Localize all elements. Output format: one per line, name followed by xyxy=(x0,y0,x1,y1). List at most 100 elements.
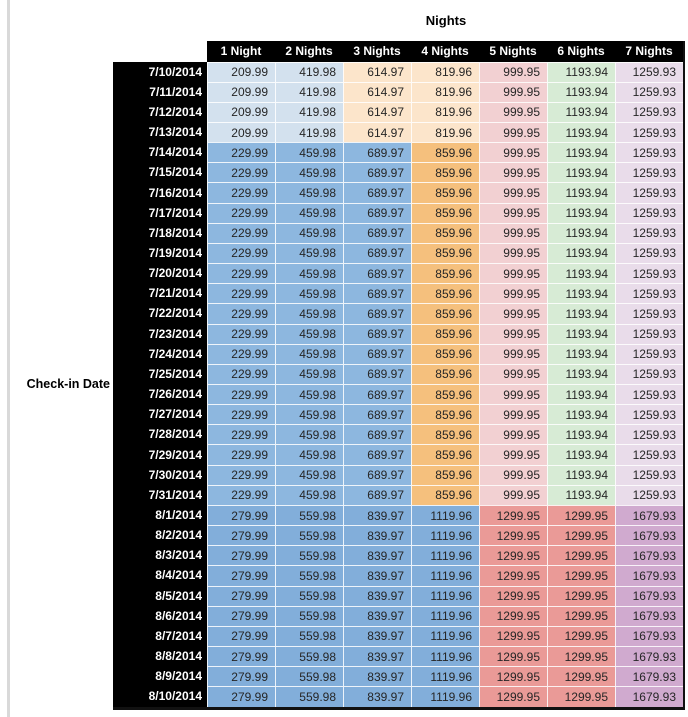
price-cell[interactable]: 279.99 xyxy=(207,686,275,707)
price-cell[interactable]: 1299.95 xyxy=(547,686,615,707)
price-cell[interactable]: 1193.94 xyxy=(547,162,615,183)
price-cell[interactable]: 1259.93 xyxy=(615,61,683,82)
price-cell[interactable]: 1193.94 xyxy=(547,121,615,143)
price-cell[interactable]: 689.97 xyxy=(343,222,411,243)
price-cell[interactable]: 1119.96 xyxy=(411,666,479,687)
price-cell[interactable]: 689.97 xyxy=(343,384,411,405)
price-cell[interactable]: 1299.95 xyxy=(479,545,547,566)
price-cell[interactable]: 459.98 xyxy=(275,464,343,485)
price-cell[interactable]: 559.98 xyxy=(275,585,343,606)
price-cell[interactable]: 279.99 xyxy=(207,525,275,546)
price-cell[interactable]: 1299.95 xyxy=(547,585,615,606)
price-cell[interactable]: 1299.95 xyxy=(479,565,547,586)
price-cell[interactable]: 229.99 xyxy=(207,303,275,324)
price-cell[interactable]: 689.97 xyxy=(343,162,411,183)
price-cell[interactable]: 999.95 xyxy=(479,263,547,284)
checkin-date-cell[interactable]: 7/16/2014 xyxy=(113,182,207,203)
price-cell[interactable]: 859.96 xyxy=(411,464,479,485)
price-cell[interactable]: 279.99 xyxy=(207,605,275,626)
price-cell[interactable]: 859.96 xyxy=(411,222,479,243)
price-cell[interactable]: 279.99 xyxy=(207,565,275,586)
checkin-date-cell[interactable]: 8/9/2014 xyxy=(113,666,207,687)
price-cell[interactable]: 229.99 xyxy=(207,424,275,445)
price-cell[interactable]: 419.98 xyxy=(275,61,343,82)
price-cell[interactable]: 1193.94 xyxy=(547,101,615,122)
price-cell[interactable]: 1679.93 xyxy=(615,686,683,707)
price-cell[interactable]: 999.95 xyxy=(479,343,547,364)
price-cell[interactable]: 999.95 xyxy=(479,444,547,465)
price-cell[interactable]: 1193.94 xyxy=(547,303,615,324)
price-cell[interactable]: 229.99 xyxy=(207,384,275,405)
checkin-date-cell[interactable]: 7/12/2014 xyxy=(113,101,207,122)
price-cell[interactable]: 1679.93 xyxy=(615,646,683,667)
price-cell[interactable]: 999.95 xyxy=(479,101,547,122)
price-cell[interactable]: 459.98 xyxy=(275,162,343,183)
price-cell[interactable]: 1119.96 xyxy=(411,545,479,566)
price-cell[interactable]: 459.98 xyxy=(275,283,343,304)
price-cell[interactable]: 1193.94 xyxy=(547,242,615,264)
price-cell[interactable]: 1299.95 xyxy=(479,605,547,626)
price-cell[interactable]: 999.95 xyxy=(479,182,547,203)
price-cell[interactable]: 859.96 xyxy=(411,162,479,183)
price-cell[interactable]: 839.97 xyxy=(343,504,411,526)
column-header-2-nights[interactable]: 2 Nights xyxy=(275,41,343,62)
price-cell[interactable]: 859.96 xyxy=(411,384,479,405)
price-cell[interactable]: 1193.94 xyxy=(547,323,615,344)
price-cell[interactable]: 819.96 xyxy=(411,81,479,102)
price-cell[interactable]: 859.96 xyxy=(411,142,479,163)
price-cell[interactable]: 1299.95 xyxy=(479,525,547,546)
checkin-date-cell[interactable]: 7/27/2014 xyxy=(113,404,207,425)
price-cell[interactable]: 839.97 xyxy=(343,646,411,667)
price-cell[interactable]: 689.97 xyxy=(343,263,411,284)
price-cell[interactable]: 689.97 xyxy=(343,464,411,485)
price-cell[interactable]: 1193.94 xyxy=(547,484,615,505)
checkin-date-cell[interactable]: 7/30/2014 xyxy=(113,464,207,485)
price-cell[interactable]: 689.97 xyxy=(343,142,411,163)
price-cell[interactable]: 1259.93 xyxy=(615,263,683,284)
checkin-date-cell[interactable]: 7/17/2014 xyxy=(113,202,207,223)
price-cell[interactable]: 1193.94 xyxy=(547,263,615,284)
price-cell[interactable]: 229.99 xyxy=(207,242,275,264)
price-cell[interactable]: 689.97 xyxy=(343,404,411,425)
checkin-date-cell[interactable]: 8/5/2014 xyxy=(113,585,207,606)
price-cell[interactable]: 689.97 xyxy=(343,182,411,203)
price-cell[interactable]: 1299.95 xyxy=(547,504,615,526)
price-cell[interactable]: 1259.93 xyxy=(615,101,683,122)
price-cell[interactable]: 459.98 xyxy=(275,182,343,203)
checkin-date-cell[interactable]: 8/4/2014 xyxy=(113,565,207,586)
price-cell[interactable]: 999.95 xyxy=(479,424,547,445)
price-cell[interactable]: 689.97 xyxy=(343,283,411,304)
price-cell[interactable]: 459.98 xyxy=(275,202,343,223)
price-cell[interactable]: 1259.93 xyxy=(615,162,683,183)
price-cell[interactable]: 1299.95 xyxy=(479,666,547,687)
column-header-7-nights[interactable]: 7 Nights xyxy=(615,41,683,62)
checkin-date-cell[interactable]: 8/2/2014 xyxy=(113,525,207,546)
price-cell[interactable]: 419.98 xyxy=(275,101,343,122)
price-cell[interactable]: 1259.93 xyxy=(615,202,683,223)
price-cell[interactable]: 1193.94 xyxy=(547,404,615,425)
price-cell[interactable]: 1259.93 xyxy=(615,182,683,203)
price-cell[interactable]: 859.96 xyxy=(411,303,479,324)
price-cell[interactable]: 859.96 xyxy=(411,404,479,425)
price-cell[interactable]: 1193.94 xyxy=(547,283,615,304)
price-cell[interactable]: 839.97 xyxy=(343,666,411,687)
price-cell[interactable]: 559.98 xyxy=(275,565,343,586)
price-cell[interactable]: 1299.95 xyxy=(479,625,547,647)
price-cell[interactable]: 1193.94 xyxy=(547,424,615,445)
price-cell[interactable]: 1299.95 xyxy=(479,686,547,707)
price-cell[interactable]: 1259.93 xyxy=(615,343,683,364)
price-cell[interactable]: 1299.95 xyxy=(547,525,615,546)
price-cell[interactable]: 459.98 xyxy=(275,424,343,445)
price-cell[interactable]: 209.99 xyxy=(207,81,275,102)
price-cell[interactable]: 209.99 xyxy=(207,61,275,82)
price-cell[interactable]: 419.98 xyxy=(275,81,343,102)
price-cell[interactable]: 859.96 xyxy=(411,242,479,264)
price-cell[interactable]: 1259.93 xyxy=(615,283,683,304)
price-cell[interactable]: 689.97 xyxy=(343,303,411,324)
price-cell[interactable]: 859.96 xyxy=(411,202,479,223)
price-cell[interactable]: 1299.95 xyxy=(479,646,547,667)
price-cell[interactable]: 229.99 xyxy=(207,182,275,203)
price-cell[interactable]: 999.95 xyxy=(479,303,547,324)
price-cell[interactable]: 229.99 xyxy=(207,343,275,364)
price-cell[interactable]: 1259.93 xyxy=(615,484,683,505)
